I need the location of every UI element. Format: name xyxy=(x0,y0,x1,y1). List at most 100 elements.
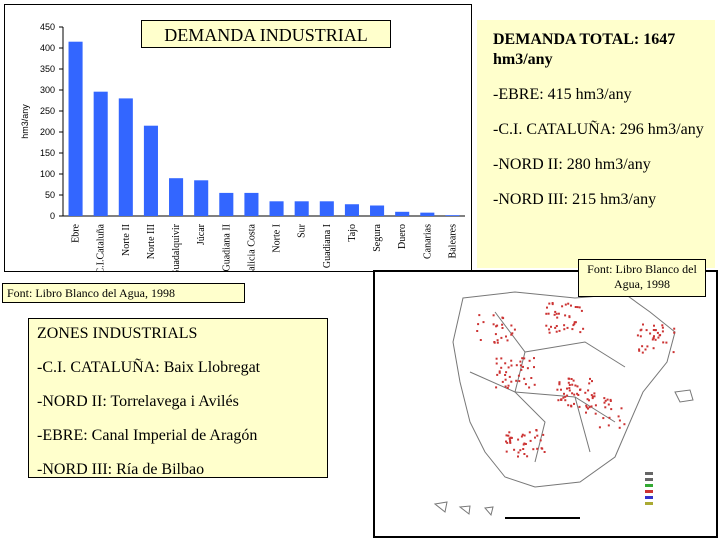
industry-dot xyxy=(510,359,513,362)
industry-dot xyxy=(585,411,587,414)
bar xyxy=(219,192,234,216)
industry-dot xyxy=(587,407,589,410)
x-tick-label: C.I.Cataluña xyxy=(96,223,107,271)
industry-dot xyxy=(646,345,649,348)
industry-dot xyxy=(566,326,569,329)
balearic-islands xyxy=(674,389,694,403)
industry-dot xyxy=(505,440,507,443)
industry-dot xyxy=(585,406,588,409)
industry-dot xyxy=(563,328,566,331)
industry-dot xyxy=(498,370,501,373)
industry-dot xyxy=(542,433,545,436)
industry-dot xyxy=(653,329,656,332)
bar xyxy=(244,192,259,216)
industry-dot xyxy=(505,335,507,338)
industry-dot xyxy=(573,402,575,405)
industry-dot xyxy=(620,407,623,410)
industry-dot xyxy=(510,364,513,367)
industry-dot xyxy=(579,388,582,391)
total-item-nord-iii: -NORD III: 215 hm3/any xyxy=(493,191,657,208)
industry-dot xyxy=(598,426,601,429)
industry-dot xyxy=(524,383,527,386)
industry-dot xyxy=(652,336,655,339)
industry-dot xyxy=(534,436,536,439)
industry-dot xyxy=(642,323,644,326)
industry-dot xyxy=(507,384,510,387)
industry-dot xyxy=(519,449,522,452)
industry-dot xyxy=(536,434,539,437)
industry-dot xyxy=(567,302,570,305)
industry-dot xyxy=(513,328,516,331)
x-tick-label: Tajo xyxy=(347,224,358,242)
bar xyxy=(143,125,158,216)
map-frame xyxy=(373,270,718,538)
industry-dot xyxy=(504,378,507,381)
industry-dot xyxy=(576,306,579,309)
industry-dot xyxy=(564,314,567,317)
industry-dot xyxy=(568,389,571,392)
industry-dot xyxy=(521,357,524,360)
industry-dot xyxy=(588,406,591,409)
industry-dot xyxy=(517,438,520,441)
x-tick-label: Sur xyxy=(297,223,308,238)
industry-dot xyxy=(478,314,481,317)
industry-dot xyxy=(594,412,597,415)
industry-dot xyxy=(652,347,655,350)
industry-dot xyxy=(604,399,607,402)
zone-item-ebre: -EBRE: Canal Imperial de Aragón xyxy=(37,427,258,444)
x-tick-label: Norte II xyxy=(121,224,132,256)
industry-dot xyxy=(580,309,583,312)
industry-dot xyxy=(560,388,562,391)
industry-dot xyxy=(579,331,582,334)
industry-dot xyxy=(545,324,548,327)
industry-dot xyxy=(505,371,508,374)
industry-dot xyxy=(618,426,621,429)
industry-dot xyxy=(519,360,522,363)
industry-dot xyxy=(567,404,570,407)
bar xyxy=(319,201,334,216)
industry-dot xyxy=(572,324,575,327)
industry-dot xyxy=(545,312,548,315)
industry-dot xyxy=(510,333,513,336)
industry-dot xyxy=(520,435,523,438)
industry-dot xyxy=(501,380,504,383)
industry-dot xyxy=(522,443,525,446)
industry-dot xyxy=(661,330,664,333)
industry-dot xyxy=(509,440,512,443)
x-tick-label: Duero xyxy=(397,224,408,249)
basin-border xyxy=(524,341,626,368)
industry-dot xyxy=(673,331,676,334)
industry-dot xyxy=(551,302,554,304)
industry-dot xyxy=(570,304,572,307)
industry-dot xyxy=(558,383,561,386)
industry-dot xyxy=(530,377,533,379)
industry-dot xyxy=(523,453,526,455)
industry-dot xyxy=(509,441,512,444)
industry-dot xyxy=(553,313,556,316)
industry-dot xyxy=(657,336,660,339)
industry-dot xyxy=(506,339,509,342)
industry-dot xyxy=(523,434,526,437)
industry-dot xyxy=(588,399,590,402)
industry-dot xyxy=(591,397,594,400)
industry-dot xyxy=(564,395,567,398)
iberia-map xyxy=(433,291,694,519)
industry-dot xyxy=(526,455,529,458)
industry-dot xyxy=(610,408,613,411)
industry-dots xyxy=(476,302,676,458)
industry-dot xyxy=(505,434,508,437)
x-tick-label: Ebre xyxy=(71,223,82,242)
y-tick-label: 150 xyxy=(40,148,55,158)
map-source-note: Font: Libro Blanco del Agua, 1998 xyxy=(578,259,706,297)
industry-dot xyxy=(535,429,538,432)
x-tick-label: Guadiana II xyxy=(221,224,232,271)
industry-dot xyxy=(661,324,664,327)
y-axis-label: hm3/any xyxy=(20,104,30,139)
industry-dot xyxy=(582,327,585,330)
industry-dot xyxy=(659,334,662,337)
industry-dot xyxy=(524,443,527,445)
industry-dot xyxy=(584,391,587,394)
zone-item-catalunya: -C.I. CATALUÑA: Baix Llobregat xyxy=(37,359,261,376)
total-item-nord-ii: -NORD II: 280 hm3/any xyxy=(493,156,651,173)
industry-dot xyxy=(589,377,591,380)
